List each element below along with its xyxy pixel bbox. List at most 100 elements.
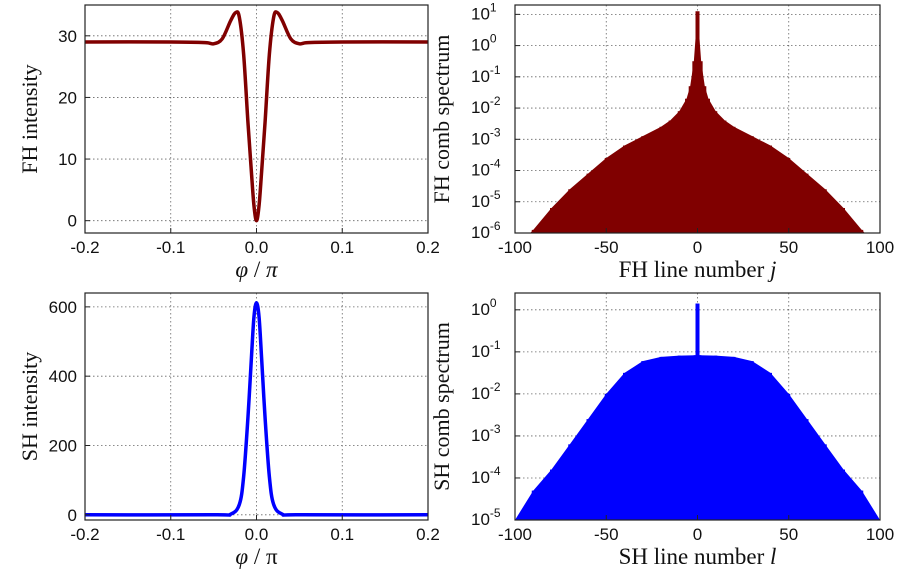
y-axis-label: FH comb spectrum — [429, 35, 454, 204]
x-axis-label-part: FH line number — [619, 257, 770, 282]
comb-line — [732, 356, 736, 520]
bar-group — [515, 303, 880, 520]
comb-line — [703, 86, 707, 233]
y-tick-exponent: 0 — [490, 296, 497, 310]
x-tick-label: 0.0 — [245, 525, 269, 544]
x-axis-label: φ / π — [235, 257, 279, 282]
x-tick-label: 0.2 — [416, 238, 440, 257]
x-axis-label-part: / — [248, 544, 266, 569]
plot-frame — [84, 4, 429, 234]
comb-line — [805, 419, 809, 520]
comb-line — [688, 86, 692, 233]
y-tick-label: 10-4 — [471, 464, 501, 487]
comb-line — [659, 356, 663, 520]
comb-line — [531, 490, 535, 520]
y-tick-label: 10-4 — [471, 157, 501, 180]
x-tick-label: -100 — [498, 238, 532, 257]
y-tick-exponent: -2 — [490, 94, 501, 108]
x-axis-label: FH line number j — [619, 257, 777, 282]
y-tick-exponent: 1 — [490, 0, 497, 14]
y-axis-label: SH comb spectrum — [429, 322, 454, 491]
y-tick-label: 10-3 — [471, 125, 501, 148]
y-tick-label: 30 — [58, 27, 77, 46]
comb-line — [586, 419, 590, 520]
comb-line — [586, 173, 590, 233]
comb-line — [604, 393, 608, 520]
comb-line — [641, 136, 645, 233]
y-tick-exponent: -3 — [490, 125, 501, 139]
y-tick-label: 600 — [49, 298, 77, 317]
y-tick-label: 10-5 — [471, 506, 501, 529]
comb-line — [769, 145, 772, 233]
x-axis-label-part: φ — [235, 544, 248, 569]
comb-line — [842, 469, 845, 520]
x-axis-label-part: π — [266, 544, 278, 569]
y-tick-exponent: -2 — [490, 380, 501, 394]
y-tick-label: 10-3 — [471, 422, 501, 445]
y-tick-exponent: -1 — [490, 63, 501, 77]
x-tick-label: -0.2 — [70, 238, 99, 257]
comb-line — [787, 158, 791, 233]
comb-line — [697, 355, 702, 520]
x-tick-label: -50 — [594, 525, 619, 544]
x-axis-label-part: / — [248, 257, 266, 282]
comb-line — [723, 120, 727, 233]
comb-line — [823, 189, 827, 233]
y-tick-label: 200 — [49, 436, 77, 455]
y-tick-label: 10-6 — [471, 219, 501, 242]
y-tick-label: 10-1 — [471, 338, 501, 361]
comb-line — [699, 61, 703, 233]
y-tick-label: 0 — [68, 506, 77, 525]
x-axis-label: SH line number l — [619, 544, 777, 569]
x-tick-label: 0.1 — [330, 525, 354, 544]
comb-line — [860, 490, 864, 520]
comb-line — [842, 208, 845, 233]
bar-group — [530, 11, 865, 233]
x-axis-label-part: j — [767, 257, 776, 282]
x-axis-label-part: SH line number — [619, 544, 770, 569]
comb-line — [714, 111, 718, 233]
series-line — [84, 10, 429, 223]
x-axis-label-part: φ — [235, 257, 248, 282]
comb-line — [787, 393, 791, 520]
y-tick-label: 10-1 — [471, 63, 501, 86]
comb-line — [604, 158, 608, 233]
comb-line — [823, 444, 827, 520]
comb-line — [550, 469, 553, 520]
x-tick-label: 0 — [693, 525, 702, 544]
x-axis-label-part: π — [266, 257, 279, 282]
x-tick-label: 50 — [779, 238, 798, 257]
comb-line — [659, 126, 663, 233]
comb-line — [750, 136, 754, 233]
x-tick-label: 0 — [693, 238, 702, 257]
y-tick-exponent: -5 — [490, 506, 501, 520]
y-tick-exponent: -3 — [490, 422, 501, 436]
comb-line — [714, 355, 718, 520]
comb-line — [568, 189, 572, 233]
x-tick-label: 0.2 — [416, 525, 440, 544]
comb-line — [641, 361, 645, 520]
y-tick-label: 400 — [49, 367, 77, 386]
y-tick-exponent: -4 — [490, 157, 501, 171]
comb-line — [750, 361, 754, 520]
y-tick-label: 101 — [471, 0, 497, 23]
x-tick-label: 100 — [866, 238, 894, 257]
y-tick-label: 10-5 — [471, 188, 501, 211]
y-tick-exponent: -1 — [490, 338, 501, 352]
comb-line — [732, 126, 736, 233]
y-tick-exponent: -6 — [490, 219, 501, 233]
fh-spectrum-chart: -100 -50 0 50 10010110010-110-210-310-410-51… — [429, 0, 894, 282]
comb-line — [623, 145, 626, 233]
y-tick-exponent: 0 — [490, 32, 497, 46]
x-tick-label: 100 — [866, 525, 894, 544]
y-tick-exponent: -4 — [490, 464, 501, 478]
x-axis-label: φ / π — [235, 544, 278, 569]
fh-intensity-chart: -0.2 -0.1 0.0 0.1 0.2 0 10 20 30 FH intensity φ / … — [17, 4, 440, 282]
x-tick-label: -0.1 — [156, 238, 185, 257]
y-tick-label: 100 — [471, 32, 497, 55]
sh-intensity-chart: -0.2 -0.1 0.0 0.1 0.2 0 200 400 600 SH intensity φ… — [17, 292, 440, 569]
x-tick-label: -0.1 — [156, 525, 185, 544]
comb-line — [677, 111, 681, 233]
